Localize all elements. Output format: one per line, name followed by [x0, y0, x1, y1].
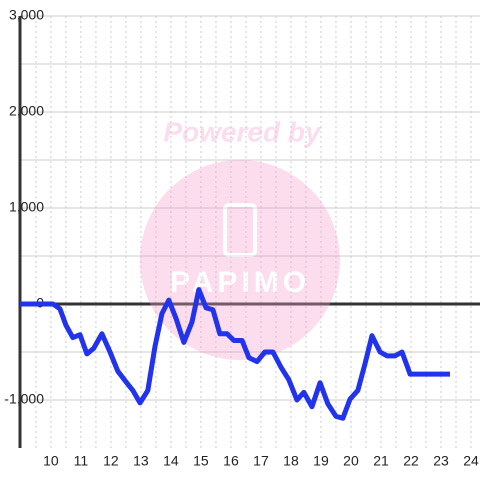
- watermark-circle: [140, 160, 340, 360]
- watermark-logo: PAPIMO: [170, 266, 310, 299]
- x-tick-label: 19: [313, 453, 329, 469]
- x-tick-label: 12: [103, 453, 119, 469]
- y-tick-label: -1,000: [4, 391, 44, 407]
- data-line: [20, 287, 450, 421]
- watermark: Powered by PAPIMO: [140, 116, 340, 360]
- x-tick-label: 13: [133, 453, 149, 469]
- y-tick-label: 1,000: [9, 199, 44, 215]
- x-tick-label: 17: [253, 453, 269, 469]
- x-tick-label: 20: [343, 453, 359, 469]
- x-tick-label: 16: [223, 453, 239, 469]
- x-tick-label: 24: [463, 453, 479, 469]
- x-tick-label: 23: [433, 453, 449, 469]
- x-tick-label: 21: [373, 453, 389, 469]
- watermark-text: Powered by: [163, 116, 322, 147]
- x-tick-label: 15: [193, 453, 209, 469]
- x-tick-label: 11: [74, 453, 89, 469]
- x-tick-label: 18: [283, 453, 299, 469]
- y-tick-label: 2,000: [9, 103, 44, 119]
- y-tick-label: 3,000: [9, 7, 44, 23]
- x-tick-label: 10: [43, 453, 59, 469]
- x-tick-label: 14: [163, 453, 179, 469]
- watermark-icon: [223, 203, 257, 257]
- x-tick-label: 22: [403, 453, 419, 469]
